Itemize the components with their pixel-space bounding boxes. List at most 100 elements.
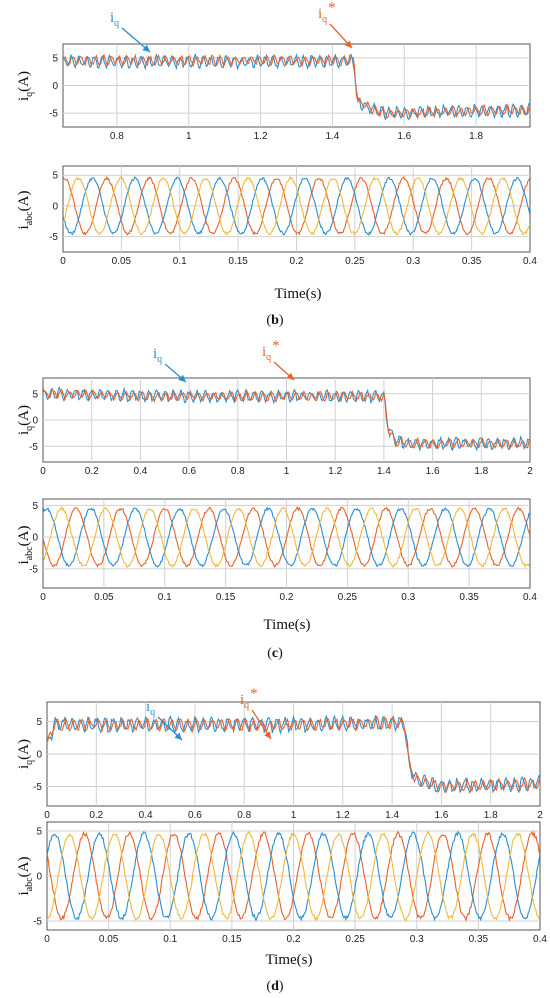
panel-d-iabc-xtick-label: 0.35 — [469, 934, 489, 945]
panel-c-iabc-ytick-label: 5 — [32, 501, 38, 512]
panel-c-iabc-xtick-label: 0.35 — [459, 592, 479, 603]
panel-d-iabc-phase-c-trace — [47, 830, 540, 922]
panel-d-iq-ylabel-subscript: q — [24, 760, 35, 765]
panel-b-annot-iqref-arrow-head — [344, 40, 352, 48]
panel-d-iabc-ytick-label: 0 — [36, 872, 42, 883]
panel-c-iq-xtick-label: 0.2 — [85, 466, 99, 477]
panel-b-annot-iq-label: iq — [110, 10, 119, 29]
panel-b-iabc-xtick-label: 0.25 — [345, 256, 365, 267]
panel-d-iq-ylabel-symbol: i — [16, 765, 32, 769]
panel-b-iabc-ylabel-symbol: i — [16, 225, 32, 229]
panel-c-iabc-xtick-label: 0.15 — [216, 592, 236, 603]
panel-d-iabc-xtick-label: 0.4 — [533, 934, 547, 945]
panel-c-annot-iqref-label: iq* — [262, 338, 280, 363]
panel-d-iabc-ylabel-subscript: abc — [24, 877, 35, 891]
panel-b-iq-ytick-label: -5 — [49, 109, 58, 120]
panel-b-iabc-ytick-label: -5 — [49, 232, 58, 243]
panel-d-iq-ytick-label: 0 — [36, 750, 42, 761]
panel-c-iq-ytick-label: -5 — [29, 442, 38, 453]
panel-c-iabc-ytick-label: 0 — [32, 533, 38, 544]
panel-c-iabc-phase-c-trace — [43, 506, 530, 569]
panel-c-iabc-ylabel-unit: (A) — [16, 526, 32, 547]
panel-d-iabc-ylabel: iabc(A) — [16, 857, 35, 896]
panel-b-iq-ylabel: iq(A) — [16, 71, 35, 101]
panel-c-iq-xtick-label: 0.4 — [133, 466, 147, 477]
panel-d-iabc-axes: 0 0.05 0.1 0.15 0.2 0.25 0.3 0.35 0.450-5 — [33, 821, 547, 945]
panel-d-iabc-xtick-label: 0.15 — [222, 934, 242, 945]
panel-c-iabc-xtick-label: 0.3 — [401, 592, 415, 603]
panel-c-annot-iq-arrow-head — [178, 374, 186, 382]
panel-d-annot-iqref-label: iq* — [240, 686, 258, 711]
panel-c-iq-iq-trace — [43, 386, 530, 452]
panel-d-iabc-xtick-label: 0.1 — [163, 934, 177, 945]
panel-d-annot-iqref-arrow-head — [264, 731, 271, 739]
panel-b-iq-ylabel-subscript: q — [24, 92, 35, 97]
panel-c-iabc-xtick-label: 0.1 — [158, 592, 172, 603]
panel-b-iq-ytick-label: 5 — [52, 53, 58, 64]
panel-b-annot-iq-arrow-head — [142, 44, 150, 52]
panel-b-iq-iq-trace — [63, 52, 530, 121]
panel-c-iq-xtick-label: 0 — [40, 466, 46, 477]
panel-d-iabc-ylabel-unit: (A) — [16, 857, 32, 878]
panel-c-iq-ylabel-unit: (A) — [16, 405, 32, 426]
panel-b-iq-ylabel-unit: (A) — [16, 71, 32, 92]
panel-b-iq-xtick-label: 1.2 — [254, 131, 268, 142]
panel-c-iq-xtick-label: 1.6 — [426, 466, 440, 477]
panel-d-iq-xtick-label: 1.4 — [385, 810, 399, 821]
panel-c-iq-xtick-label: 1.4 — [377, 466, 391, 477]
panel-c-iq-ytick-label: 5 — [32, 389, 38, 400]
panel-b-label: (b) — [266, 313, 283, 328]
panel-d-iq-xtick-label: 0.4 — [139, 810, 153, 821]
panel-c-iq-xtick-label: 0.8 — [231, 466, 245, 477]
panel-c-iabc-xtick-label: 0.4 — [523, 592, 537, 603]
panel-b-iabc-xtick-label: 0.15 — [228, 256, 248, 267]
panel-c-iabc-xtick-label: 0.2 — [280, 592, 294, 603]
panel-d-annot-iq-label: iq — [146, 699, 155, 718]
panel-c-iq-ylabel-symbol: i — [16, 431, 32, 435]
panel-c-iq-axes: 0 0.2 0.4 0.6 0.8 1 1.2 1.4 1.6 1.8 2 5 0 -5 — [29, 377, 533, 477]
panel-d-label: (d) — [266, 979, 283, 994]
panel-b-iabc-ytick-label: 5 — [52, 171, 58, 182]
panel-d-iabc-ytick-label: 5 — [36, 827, 42, 838]
panel-d-iq-xtick-label: 0 — [44, 810, 50, 821]
panel-c-iq-ylabel-subscript: q — [24, 426, 35, 431]
panel-c-iabc-phase-a-trace — [43, 505, 530, 568]
panel-c-iq-xtick-label: 2 — [527, 466, 533, 477]
panel-d-iq-xtick-label: 1.8 — [484, 810, 498, 821]
panel-c-iq-ylabel: iq(A) — [16, 405, 35, 435]
panel-b-iabc-ylabel-unit: (A) — [16, 191, 32, 212]
panel-d-iabc-xtick-label: 0.25 — [345, 934, 365, 945]
panel-b-iabc-xtick-label: 0.3 — [406, 256, 420, 267]
panel-c-annot-iq-label: iq — [153, 346, 162, 365]
panel-d-iabc-xtick-label: 0.3 — [410, 934, 424, 945]
panel-c-iabc-xtick-label: 0 — [40, 592, 46, 603]
panel-b-iabc-xtick-label: 0.4 — [523, 256, 537, 267]
panel-b-iabc-xtick-label: 0.05 — [112, 256, 132, 267]
panel-c-iabc-ylabel: iabc(A) — [16, 526, 35, 565]
panel-b-iabc-xtick-label: 0.1 — [173, 256, 187, 267]
panel-b-iabc-phase-b-trace — [63, 176, 530, 236]
panel-b-iq-xtick-label: 1.8 — [469, 131, 483, 142]
panel-d-iq-ylabel-unit: (A) — [16, 739, 32, 760]
panel-b-iabc-xtick-label: 0.2 — [290, 256, 304, 267]
panel-d-iq-xtick-label: 0.8 — [237, 810, 251, 821]
panel-d-iq-axes: 0 0.2 0.4 0.6 0.8 1 1.2 1.4 1.6 1.8 2 5 0 -5 — [33, 701, 543, 821]
panel-b-iabc-axes: 0 0.05 0.1 0.15 0.2 0.25 0.3 0.35 0.4 5 0 -5 — [49, 165, 537, 267]
panel-d-iabc-xtick-label: 0.2 — [287, 934, 301, 945]
panel-c-time-axis-title: Time(s) — [264, 617, 311, 633]
panel-c-iabc-xtick-label: 0.05 — [94, 592, 114, 603]
panel-d-annot-iq-arrow-head — [174, 732, 182, 740]
panel-b-iq-xtick-label: 1 — [186, 131, 192, 142]
panel-b-iq-ytick-label: 0 — [52, 81, 58, 92]
panel-d-iq-xtick-label: 0.6 — [188, 810, 202, 821]
panel-b-iq-xtick-label: 1.6 — [397, 131, 411, 142]
panel-b-iabc-phase-c-trace — [63, 176, 530, 237]
panel-b-iq-iq-ref-trace — [63, 53, 530, 120]
panel-c-iabc-ytick-label: -5 — [29, 564, 38, 575]
panel-b-iabc-xtick-label: 0 — [60, 256, 66, 267]
panel-c-iabc-phase-b-trace — [43, 506, 530, 568]
panel-d-iq-ytick-label: -5 — [33, 782, 42, 793]
panel-d-iq-ylabel: iq(A) — [16, 739, 35, 769]
panel-d-iq-iq-ref-trace — [47, 715, 540, 794]
